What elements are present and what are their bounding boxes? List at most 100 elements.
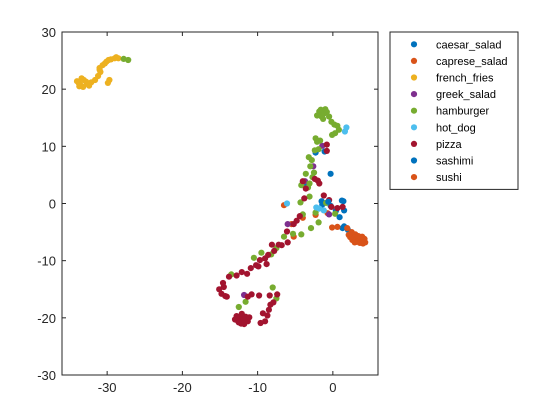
point-french-fries-9 [76,83,83,90]
point-pizza-56 [320,192,327,199]
legend-label-caprese-salad: caprese_salad [436,56,508,68]
legend-marker-caprese-salad [410,57,418,64]
point-hamburger-41 [269,284,276,291]
point-pizza-32 [244,270,251,277]
point-pizza-23 [244,293,251,300]
legend-label-pizza: pizza [436,139,463,151]
point-hamburger-38 [298,231,305,238]
point-hamburger-43 [242,298,249,305]
legend-label-french-fries: french_fries [436,73,494,85]
point-pizza-44 [283,228,291,235]
point-sushi-10 [351,239,358,246]
point-pizza-59 [334,205,341,212]
point-pizza-11 [241,321,248,328]
point-pizza-39 [268,241,275,248]
point-french-fries-11 [86,82,93,89]
point-hamburger-14 [335,126,342,133]
point-caprese-salad-7 [334,223,341,230]
legend-items: caesar_salad caprese_salad french_friesgre… [410,39,508,184]
point-hamburger-11 [322,106,329,113]
y-tick-label-5: 20 [42,82,56,97]
point-french-fries-24 [104,79,111,86]
point-pizza-40 [271,247,278,254]
legend-label-hamburger: hamburger [436,106,490,118]
point-caprese-salad-6 [329,224,336,231]
point-pizza-14 [257,319,264,327]
point-pizza-53 [299,178,306,185]
point-hot-dog-2 [320,207,327,214]
point-sashimi-0 [325,198,332,205]
point-hamburger-36 [307,225,315,232]
point-hamburger-44 [235,303,242,311]
point-pizza-19 [266,292,273,299]
x-axis-ticks [106,32,334,375]
point-hamburger-37 [289,230,297,237]
point-pizza-31 [238,269,245,276]
point-pizza-43 [284,239,291,246]
point-pizza-7 [238,310,245,317]
legend-marker-pizza [410,140,418,147]
point-hamburger-17 [314,138,321,145]
point-pizza-42 [278,242,285,249]
point-pizza-38 [263,261,270,268]
point-greek-salad-3 [326,211,333,218]
point-pizza-33 [247,265,254,272]
point-pizza-10 [235,319,242,326]
y-axis-tick-labels: -30 -20 -10 0 10 20 30 [37,25,56,383]
point-pizza-20 [274,291,281,298]
x-tick-label-2: -10 [248,380,267,395]
point-hamburger-21 [308,157,315,164]
legend: caesar_salad caprese_salad french_friesgre… [389,31,519,190]
point-hamburger-22 [307,163,314,170]
y-axis-ticks [62,31,378,376]
point-hamburger-32 [315,219,322,226]
y-tick-label-2: -10 [37,254,56,269]
point-hamburger-10 [317,106,324,113]
point-hamburger-29 [306,193,313,200]
point-hamburger-47 [258,249,265,256]
point-french-fries-20 [105,56,112,64]
point-french-fries-25 [113,54,120,61]
point-hamburger-33 [332,210,339,217]
point-pizza-15 [264,312,271,319]
legend-marker-french-fries [410,74,418,81]
x-tick-label-1: -20 [173,380,192,395]
point-pizza-28 [219,279,227,287]
point-french-fries-7 [78,75,85,82]
legend-label-sashimi: sashimi [436,156,473,168]
data-points [73,54,369,328]
x-tick-label-0: -30 [98,380,117,395]
legend-label-caesar-salad: caesar_salad [436,39,501,51]
legend-label-hot-dog: hot_dog [436,122,476,134]
plot-area: -30 -20 -10 0 -30 -20 -10 0 10 20 30 [37,25,379,395]
y-tick-label-4: 10 [42,139,56,154]
point-hamburger-50 [125,56,132,64]
point-pizza-48 [301,195,308,202]
point-pizza-55 [323,141,330,148]
point-french-fries-22 [97,68,104,76]
point-pizza-61 [255,263,262,270]
point-pizza-37 [265,251,272,258]
point-pizza-47 [296,213,303,220]
point-sashimi-2 [338,197,345,204]
point-pizza-18 [270,299,277,306]
point-pizza-49 [302,185,309,192]
point-hamburger-31 [312,209,319,216]
point-hamburger-34 [297,199,304,206]
legend-marker-hot-dog [410,124,418,131]
point-pizza-29 [225,273,233,280]
y-tick-label-6: 30 [42,25,56,40]
legend-label-greek-salad: greek_salad [436,89,496,101]
y-tick-label-0: -30 [37,368,56,383]
point-pizza-58 [328,203,335,210]
point-pizza-35 [256,257,263,264]
legend-marker-sashimi [410,157,418,164]
point-caprese-salad-8 [344,225,351,232]
point-pizza-60 [339,203,346,210]
point-pizza-52 [316,180,323,187]
point-pizza-30 [233,272,240,279]
point-hamburger-39 [280,233,288,240]
point-pizza-9 [246,314,253,321]
point-sushi-13 [345,231,352,238]
